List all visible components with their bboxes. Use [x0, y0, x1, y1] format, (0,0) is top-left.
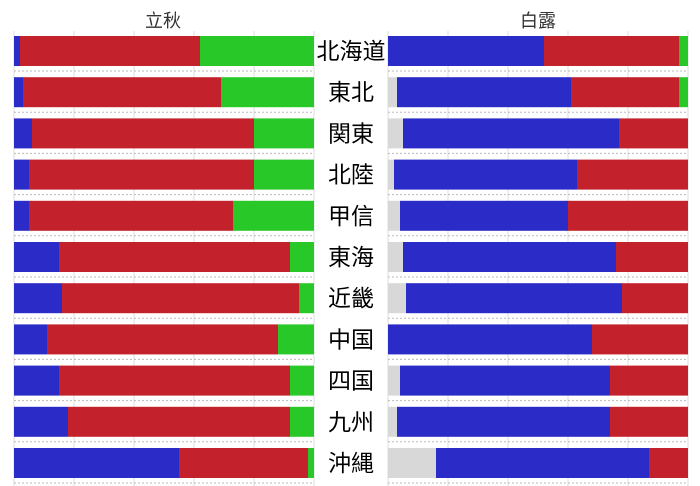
bar-segment-1-9-0 — [388, 406, 397, 437]
bar-segment-1-4-1 — [400, 200, 568, 231]
bar-segment-0-8-0 — [14, 365, 59, 396]
category-label-8: 四国 — [328, 369, 374, 395]
bar-segment-0-10-0 — [14, 448, 179, 478]
category-label-7: 中国 — [328, 327, 374, 353]
bar-segment-0-4-0 — [14, 200, 29, 231]
bar-segment-1-5-0 — [388, 242, 403, 272]
bar-segment-1-6-1 — [406, 283, 622, 314]
bar-segment-0-9-0 — [14, 406, 68, 437]
bar-segment-0-7-2 — [278, 324, 314, 355]
bar-segment-1-0-3 — [679, 36, 688, 66]
bar-segment-1-1-1 — [397, 77, 571, 108]
category-label-4: 甲信 — [328, 204, 374, 230]
bar-segment-0-1-0 — [14, 77, 23, 108]
category-label-5: 東海 — [328, 245, 374, 271]
bar-segment-1-3-1 — [394, 159, 577, 190]
bar-segment-0-2-0 — [14, 118, 32, 149]
bar-segment-1-8-2 — [610, 365, 688, 396]
bar-segment-1-10-2 — [649, 448, 688, 478]
bar-segment-1-2-1 — [403, 118, 619, 149]
bar-segment-1-5-2 — [616, 242, 688, 272]
category-label-9: 九州 — [328, 410, 374, 436]
bar-segment-0-4-2 — [233, 200, 314, 231]
bar-segment-0-10-1 — [179, 448, 308, 478]
category-label-10: 沖縄 — [328, 451, 374, 477]
bar-segment-1-10-0 — [388, 448, 436, 478]
bar-segment-1-7-2 — [592, 324, 688, 355]
bar-segment-0-8-1 — [59, 365, 290, 396]
bar-segment-1-9-2 — [610, 406, 688, 437]
bar-segment-0-5-1 — [59, 242, 290, 272]
bar-segment-1-7-1 — [388, 324, 592, 355]
bar-segment-0-10-2 — [308, 448, 314, 478]
bar-segment-1-2-0 — [388, 118, 403, 149]
bar-segment-1-1-2 — [571, 77, 679, 108]
bar-segment-0-2-2 — [254, 118, 314, 149]
category-label-2: 関東 — [328, 121, 374, 147]
bar-segment-0-3-1 — [29, 159, 254, 190]
bar-segment-0-3-0 — [14, 159, 29, 190]
left-panel-title: 立秋 — [145, 11, 181, 32]
bar-segment-0-9-1 — [68, 406, 290, 437]
bar-segment-0-7-0 — [14, 324, 47, 355]
bar-segment-0-5-2 — [290, 242, 314, 272]
bar-segment-0-2-1 — [32, 118, 254, 149]
bar-segment-0-3-2 — [254, 159, 314, 190]
bar-segment-0-1-2 — [221, 77, 314, 108]
bar-segment-1-6-2 — [622, 283, 688, 314]
bar-segment-1-3-0 — [388, 159, 394, 190]
bar-segment-1-10-1 — [436, 448, 649, 478]
bar-segment-0-9-2 — [290, 406, 314, 437]
bar-segment-1-4-0 — [388, 200, 400, 231]
bar-segment-0-6-0 — [14, 283, 62, 314]
bar-segment-1-8-0 — [388, 365, 400, 396]
bar-segment-0-6-1 — [62, 283, 299, 314]
bar-segment-1-5-1 — [403, 242, 616, 272]
bar-segment-0-8-2 — [290, 365, 314, 396]
bar-segment-1-6-0 — [388, 283, 406, 314]
category-label-0: 北海道 — [317, 39, 386, 65]
bar-segment-1-1-3 — [679, 77, 688, 108]
bar-segment-0-6-2 — [299, 283, 314, 314]
category-label-6: 近畿 — [328, 286, 374, 312]
bar-segment-1-3-2 — [577, 159, 688, 190]
bar-segment-1-4-2 — [568, 200, 688, 231]
bar-segment-0-5-0 — [14, 242, 59, 272]
bar-segment-0-1-1 — [23, 77, 221, 108]
bar-segment-0-0-2 — [200, 36, 314, 66]
right-panel — [387, 31, 689, 486]
bar-segment-0-0-1 — [20, 36, 200, 66]
bar-segment-0-0-0 — [14, 36, 20, 66]
left-panel — [13, 31, 315, 486]
bar-segment-1-2-2 — [619, 118, 688, 149]
bar-segment-0-4-1 — [29, 200, 233, 231]
category-label-3: 北陸 — [328, 163, 374, 189]
category-label-1: 東北 — [328, 80, 374, 106]
bar-segment-1-0-1 — [388, 36, 544, 66]
bar-segment-1-8-1 — [400, 365, 610, 396]
bar-segment-1-0-2 — [544, 36, 679, 66]
right-panel-title: 白露 — [520, 11, 556, 32]
bar-segment-1-1-0 — [388, 77, 397, 108]
bar-segment-1-9-1 — [397, 406, 610, 437]
bar-segment-0-7-1 — [47, 324, 278, 355]
